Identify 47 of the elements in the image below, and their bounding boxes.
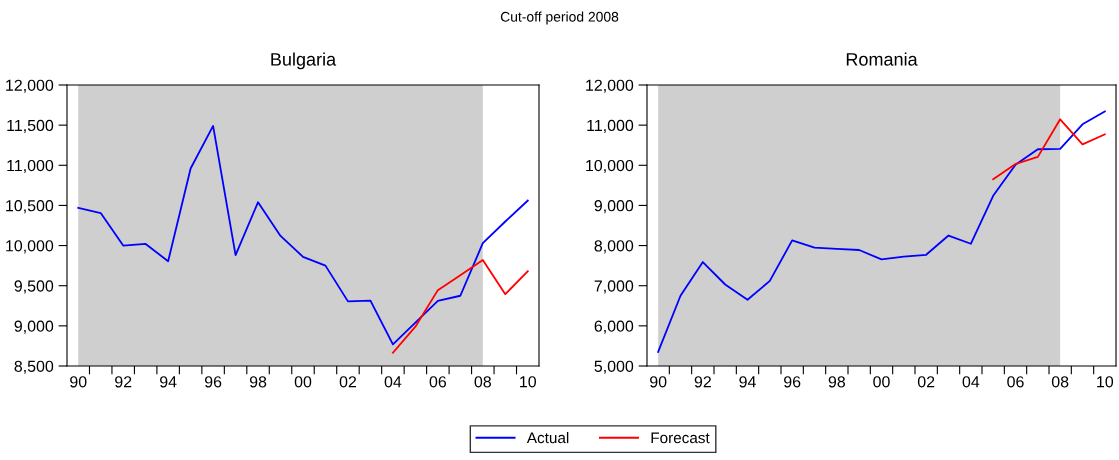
y-tick-label: 12,000 [6,79,54,93]
chart-title: Bulgaria [271,52,337,70]
y-tick-label: 10,000 [586,159,634,174]
y-tick-label: 9,500 [14,280,54,294]
line-series [391,259,529,354]
x-tick-label: 98 [828,376,846,388]
x-tick-label: 96 [784,376,801,388]
y-tick-label: 11,500 [7,119,54,133]
y-tick-label: 7,000 [594,280,634,294]
x-tick-label: 10 [520,376,537,388]
x-tick-label: 90 [70,376,87,388]
text: Cut-off period 2008 [500,11,619,25]
y-tick-label: 9,000 [14,320,54,334]
x-tick-label: 08 [1051,376,1069,388]
y-tick-label: 9,000 [594,200,634,214]
legend-label: Actual [526,432,569,444]
x-tick-label: 92 [115,376,132,388]
x-tick-label: 02 [339,376,357,388]
x-tick-label: 08 [474,376,491,388]
y-tick-label: 8,500 [14,360,54,374]
x-tick-label: 04 [962,376,980,388]
x-tick-label: 00 [873,376,890,388]
x-tick-label: 92 [694,376,711,388]
line-series [657,110,1106,353]
x-tick-label: 10 [1097,376,1114,388]
x-tick-label: 98 [249,376,267,388]
x-tick-label: 94 [739,376,756,388]
y-tick-label: 10,000 [6,240,54,254]
x-tick-label: 04 [384,376,402,388]
x-tick-label: 06 [1007,376,1024,388]
chart-title: Romania [846,52,918,66]
y-tick-label: 10,500 [6,200,54,214]
y-tick-label: 11,000 [7,159,54,174]
x-tick-label: 94 [160,376,177,388]
legend-label: Forecast [651,432,710,444]
y-tick-label: 6,000 [594,320,634,334]
y-tick-label: 8,000 [594,240,634,254]
x-tick-label: 96 [204,376,222,388]
x-tick-label: 06 [429,376,447,388]
line-series [77,125,529,346]
x-tick-label: 02 [917,376,935,388]
x-tick-label: 90 [650,376,667,388]
line-series [992,118,1106,181]
y-tick-label: 12,000 [586,79,634,93]
x-tick-label: 00 [294,376,312,388]
y-tick-label: 11,000 [587,119,634,133]
y-tick-label: 5,000 [594,360,634,374]
